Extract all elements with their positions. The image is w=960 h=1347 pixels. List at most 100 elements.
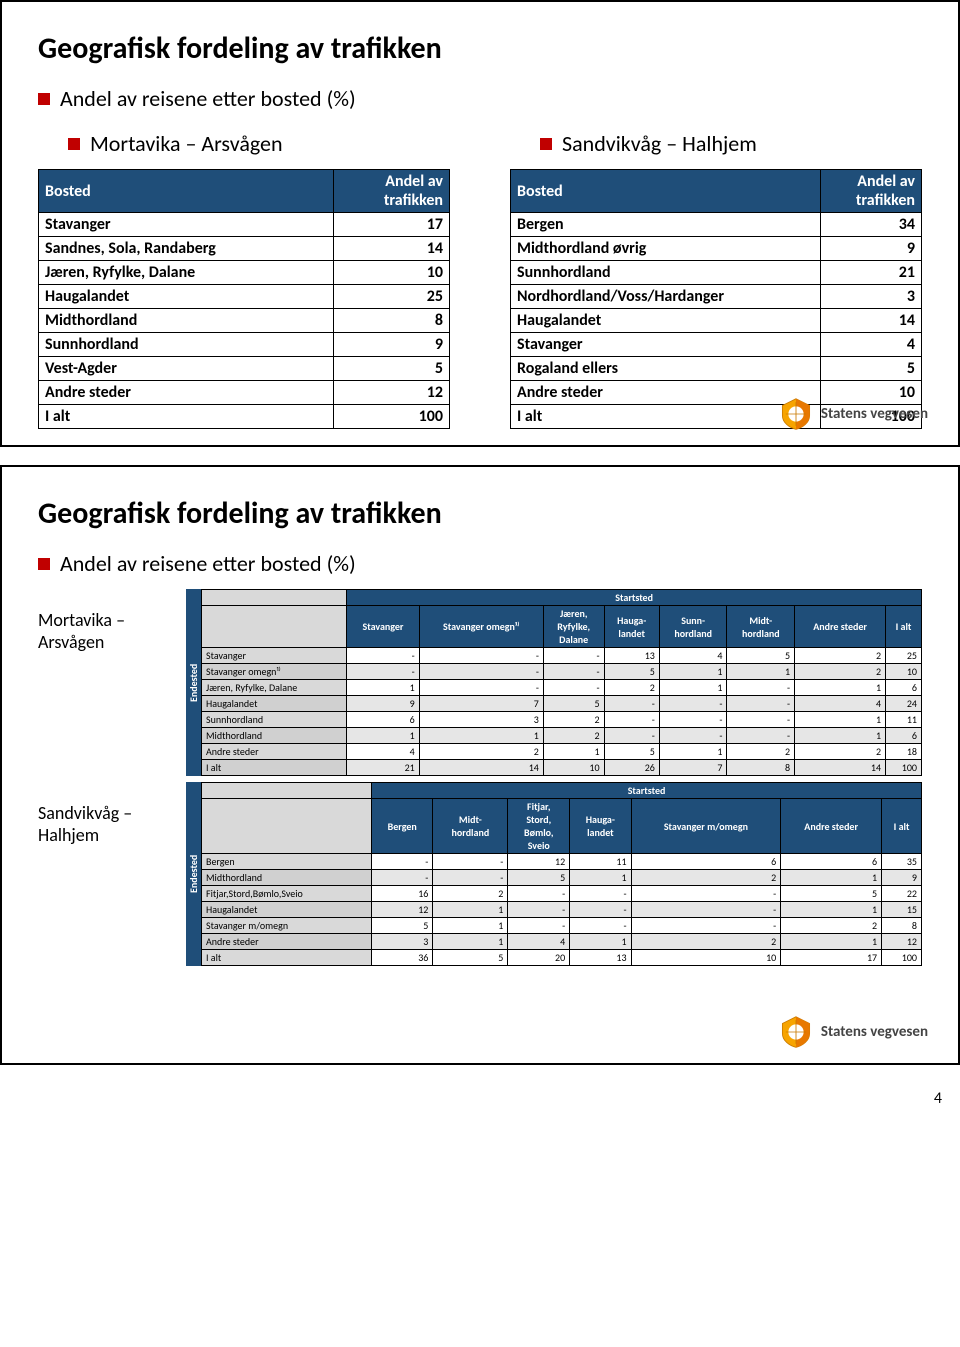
table-cell: 25 [334, 285, 450, 309]
table-row: Andre steder12 [39, 381, 450, 405]
matrix-cell: 5 [433, 950, 508, 966]
slide-1: Geografisk fordeling av trafikken Andel … [0, 0, 960, 447]
logo-icon [779, 397, 813, 431]
matrix-cell: - [727, 696, 795, 712]
matrix-row: Bergen--12116635 [202, 854, 922, 870]
matrix-cell: 8 [727, 760, 795, 776]
matrix-cell: 36 [372, 950, 433, 966]
matrix-row: Stavanger m/omegn51---28 [202, 918, 922, 934]
logo-text: Statens vegvesen [821, 1023, 928, 1041]
matrix-row: I alt36520131017100 [202, 950, 922, 966]
matrix-cell: I alt [202, 760, 347, 776]
matrix-cell: - [372, 854, 433, 870]
table-cell: 4 [820, 333, 921, 357]
matrix-col-header: Andre steder [795, 606, 886, 648]
matrix-cell: 2 [604, 680, 659, 696]
slide2-label-a: Mortavika – Arsvågen [38, 589, 178, 653]
matrix-col-header: Bergen [372, 799, 433, 854]
matrix-cell: 1 [347, 680, 419, 696]
matrix-cell: 12 [882, 934, 922, 950]
matrix-cell: - [631, 902, 781, 918]
matrix-cell: 4 [508, 934, 570, 950]
matrix-cell: 6 [347, 712, 419, 728]
matrix-cell: 13 [604, 648, 659, 664]
slide2-subtitle-row: Andel av reisene etter bosted (%) [38, 550, 922, 577]
slide-2: Geografisk fordeling av trafikken Andel … [0, 465, 960, 1065]
matrix-row: I alt211410267814100 [202, 760, 922, 776]
matrix-cell: 2 [543, 728, 604, 744]
matrix-cell: - [508, 886, 570, 902]
matrix-cell: - [727, 728, 795, 744]
matrix-cell: 1 [433, 934, 508, 950]
matrix-cell: 1 [795, 712, 886, 728]
matrix-cell: 1 [570, 870, 631, 886]
table-row: Sunnhordland21 [511, 261, 922, 285]
matrix-cell: 1 [727, 664, 795, 680]
table-cell: 21 [820, 261, 921, 285]
matrix-cell: 1 [781, 870, 882, 886]
matrix-col-header: I alt [882, 799, 922, 854]
table-row: Stavanger4 [511, 333, 922, 357]
matrix-b-side: Endested [186, 782, 201, 966]
matrix-cell: Midthordland [202, 870, 372, 886]
matrix-cell: Midthordland [202, 728, 347, 744]
table-cell: 5 [820, 357, 921, 381]
table-cell: Rogaland ellers [511, 357, 821, 381]
matrix-cell: 12 [508, 854, 570, 870]
matrix-cell: 1 [419, 728, 543, 744]
matrix-span-header: Startsted [347, 590, 922, 606]
matrix-col-header: Midt-hordland [727, 606, 795, 648]
matrix-row: Andre steder31412112 [202, 934, 922, 950]
matrix-cell: Haugalandet [202, 902, 372, 918]
matrix-cell: 2 [543, 712, 604, 728]
matrix-cell: 9 [347, 696, 419, 712]
logo: Statens vegvesen [779, 397, 928, 431]
matrix-cell: - [604, 696, 659, 712]
table-cell: Vest-Agder [39, 357, 334, 381]
matrix-b-block: Endested StartstedBergenMidt-hordlandFit… [186, 782, 922, 966]
table-cell: 14 [334, 237, 450, 261]
slide1-title: Geografisk fordeling av trafikken [38, 30, 922, 67]
matrix-cell: Jæren, Ryfylke, Dalane [202, 680, 347, 696]
matrix-cell: Stavanger omegn¹⁾ [202, 664, 347, 680]
matrix-cell: 11 [570, 854, 631, 870]
matrix-col-header: Hauga-landet [604, 606, 659, 648]
table-cell: Midthordland [39, 309, 334, 333]
table-cell: Stavanger [511, 333, 821, 357]
matrix-cell: - [631, 886, 781, 902]
matrix-cell: 8 [882, 918, 922, 934]
matrix-cell: 11 [886, 712, 922, 728]
table-cell: 12 [334, 381, 450, 405]
table-cell: Andre steder [511, 381, 821, 405]
matrix-cell: 25 [886, 648, 922, 664]
matrix-cell: 13 [570, 950, 631, 966]
matrix-cell: 4 [795, 696, 886, 712]
matrix-cell: Fitjar,Stord,Bømlo,Sveio [202, 886, 372, 902]
table-cell: 9 [820, 237, 921, 261]
matrix-cell: - [433, 870, 508, 886]
matrix-cell: 100 [886, 760, 922, 776]
table-left: BostedAndel avtrafikkenStavanger17Sandne… [38, 169, 450, 429]
matrix-row: Andre steder421512218 [202, 744, 922, 760]
matrix-cell: 6 [886, 680, 922, 696]
matrix-row: Midthordland112---16 [202, 728, 922, 744]
matrix-cell: 1 [659, 664, 727, 680]
matrix-cell: 1 [659, 680, 727, 696]
matrix-cell: 1 [433, 902, 508, 918]
matrix-col-header: Midt-hordland [433, 799, 508, 854]
table-cell: Midthordland øvrig [511, 237, 821, 261]
matrix-cell: - [543, 680, 604, 696]
table-row: Bergen34 [511, 213, 922, 237]
matrix-cell: - [419, 680, 543, 696]
matrix-cell: 5 [543, 696, 604, 712]
matrix-cell: 12 [372, 902, 433, 918]
table-cell: Jæren, Ryfylke, Dalane [39, 261, 334, 285]
table-row: Stavanger17 [39, 213, 450, 237]
table-cell: Sunnhordland [39, 333, 334, 357]
slide2-row-a: Mortavika – Arsvågen Endested StartstedS… [38, 589, 922, 782]
matrix-col-header: Hauga-landet [570, 799, 631, 854]
matrix-cell: 2 [795, 664, 886, 680]
table-row: Haugalandet25 [39, 285, 450, 309]
table-row: Jæren, Ryfylke, Dalane10 [39, 261, 450, 285]
matrix-row: Haugalandet121---115 [202, 902, 922, 918]
